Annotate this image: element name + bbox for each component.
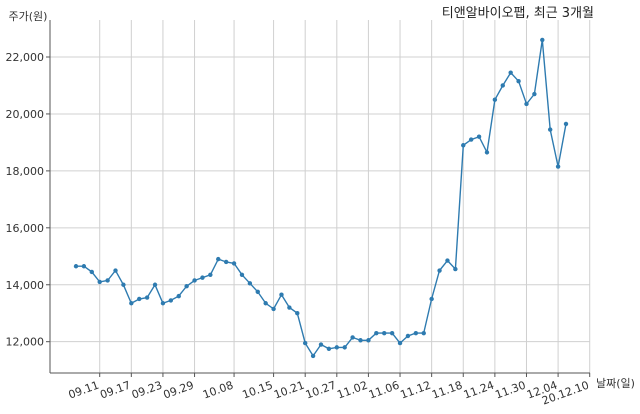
data-point [421, 330, 426, 336]
data-point [429, 296, 434, 302]
data-point [326, 346, 332, 352]
data-point [121, 282, 126, 287]
data-point [223, 259, 229, 265]
data-point [508, 70, 513, 75]
x-tick-label: 10.27 [304, 379, 338, 402]
y-axis-title: 주가(원) [9, 10, 48, 23]
data-point [144, 295, 150, 300]
data-point [263, 301, 268, 306]
series-line [76, 39, 567, 358]
data-point [405, 333, 411, 339]
x-tick-label: 09.11 [67, 379, 101, 402]
data-point [342, 345, 347, 350]
data-point [302, 340, 308, 346]
data-point [468, 137, 474, 142]
y-tick-labels: 12,000 14,000 16,000 18,000 20,000 22,000 [6, 51, 45, 349]
data-point [271, 306, 276, 312]
data-point [168, 298, 174, 303]
data-point [81, 264, 87, 269]
x-tick-label: 11.12 [399, 379, 433, 402]
data-point [279, 292, 284, 297]
data-point [105, 278, 110, 283]
x-tick-label: 09.29 [162, 379, 196, 402]
x-tick-label: 10.21 [272, 379, 306, 402]
data-point [310, 353, 316, 359]
data-point [547, 127, 553, 132]
data-point [89, 269, 95, 275]
data-point [397, 340, 403, 346]
data-point [239, 272, 245, 277]
data-point [152, 282, 158, 287]
y-tick-label: 12,000 [6, 336, 45, 349]
data-point [382, 330, 387, 336]
x-tick-label: 11.30 [493, 379, 527, 402]
y-tick-label: 20,000 [6, 108, 45, 121]
x-axis-title: 날짜(일) [596, 376, 635, 390]
y-tick-label: 18,000 [6, 165, 45, 178]
data-point [374, 330, 379, 336]
data-point [437, 268, 442, 273]
data-point [318, 342, 324, 347]
x-tick-label: 11.18 [430, 379, 464, 402]
data-point [295, 311, 300, 316]
data-point [492, 97, 498, 102]
data-point [160, 301, 166, 306]
x-tick-label: 09.17 [98, 379, 132, 402]
data-point [200, 275, 205, 280]
data-point [129, 301, 134, 306]
data-point [247, 281, 253, 286]
x-tick-label: 10.15 [241, 379, 275, 402]
data-point [389, 330, 395, 336]
price-line [76, 39, 567, 358]
data-point [540, 37, 545, 43]
data-point [532, 91, 537, 97]
data-point [413, 330, 419, 336]
data-point [461, 143, 466, 148]
data-point [231, 261, 237, 266]
data-point [358, 338, 363, 343]
x-tick-label: 11.24 [462, 379, 496, 402]
x-tick-label: 11.06 [367, 379, 401, 402]
y-tick-label: 14,000 [6, 279, 45, 292]
data-point [500, 83, 505, 88]
axes [46, 20, 591, 377]
data-point [366, 338, 371, 343]
x-tick-label: 10.08 [201, 379, 235, 402]
x-tick-label: 11.02 [335, 379, 369, 402]
data-point [176, 293, 181, 299]
data-point [113, 268, 118, 273]
data-point [184, 283, 189, 289]
data-point [255, 289, 260, 295]
data-point [516, 79, 521, 84]
chart-title: 티앤알바이오팹, 최근 3개월 [442, 6, 594, 21]
data-point [287, 305, 292, 310]
data-point [524, 101, 529, 107]
data-point [350, 335, 355, 340]
data-point [192, 278, 197, 283]
data-point [484, 150, 490, 155]
y-tick-label: 22,000 [6, 51, 45, 64]
data-point [137, 296, 142, 302]
data-point [563, 121, 569, 127]
series-points [73, 37, 569, 359]
x-tick-label: 09.23 [130, 379, 164, 402]
data-point [555, 164, 561, 169]
y-tick-label: 16,000 [6, 222, 45, 235]
data-point [97, 279, 102, 285]
data-point [445, 258, 450, 263]
data-point [476, 134, 482, 139]
data-point [216, 256, 221, 262]
data-point [334, 345, 340, 350]
grid-lines [50, 20, 591, 373]
data-point [453, 266, 458, 272]
data-point [73, 264, 79, 269]
data-point [208, 272, 213, 277]
